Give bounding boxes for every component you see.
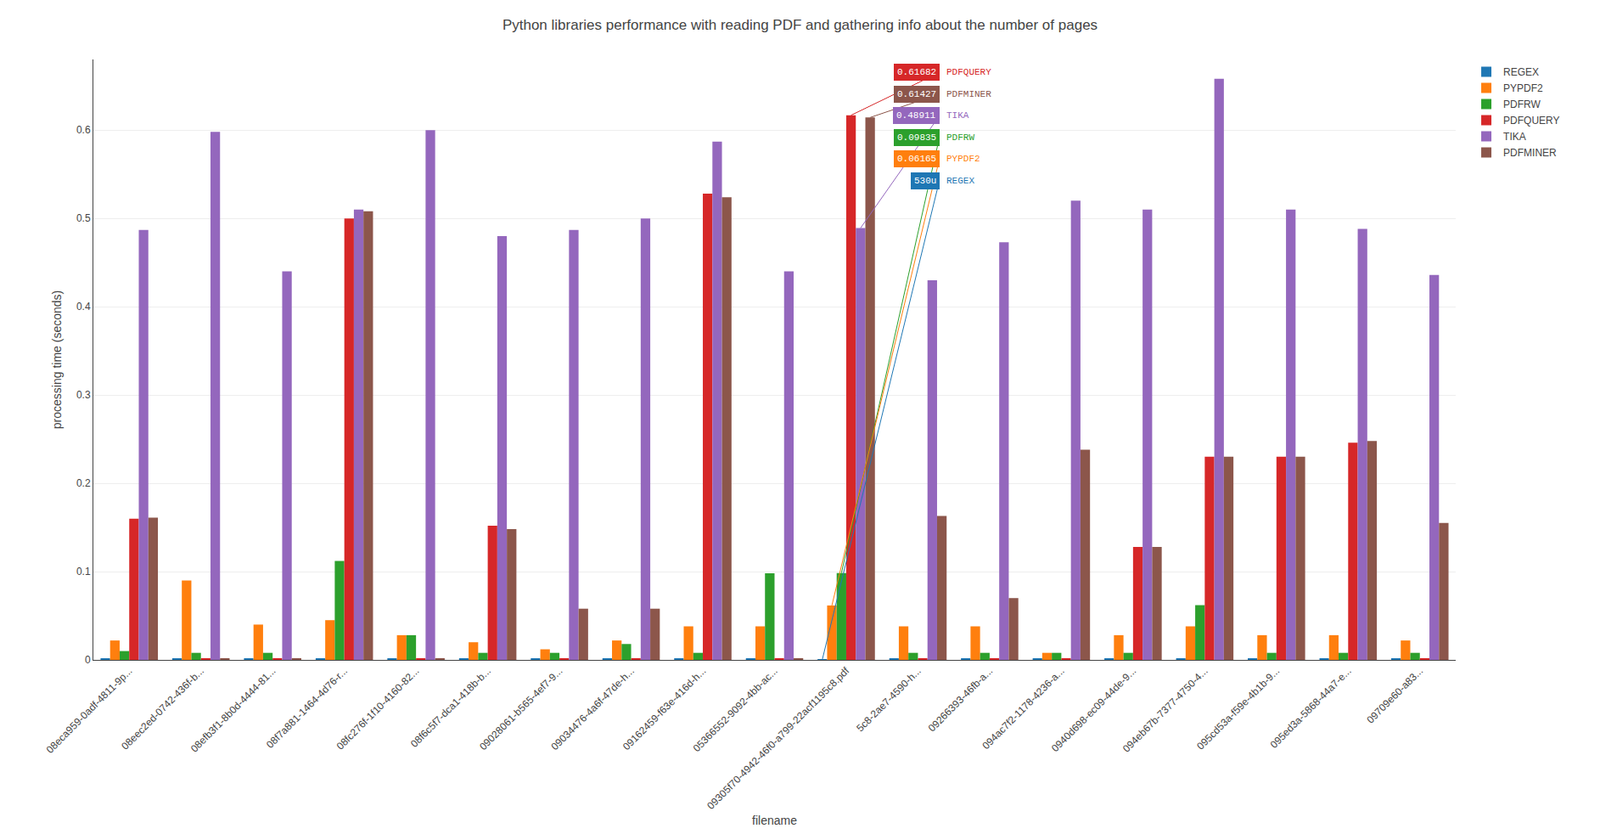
svg-text:095ed3a-5868-44a7-e...: 095ed3a-5868-44a7-e... xyxy=(1268,664,1354,751)
svg-text:TIKA: TIKA xyxy=(1503,130,1527,143)
svg-text:PDFRW: PDFRW xyxy=(1503,98,1541,111)
svg-text:REGEX: REGEX xyxy=(946,175,975,186)
svg-text:09266393-46fb-a...: 09266393-46fb-a... xyxy=(926,664,996,735)
svg-text:08efb3f1-8b0d-4444-81...: 08efb3f1-8b0d-4444-81... xyxy=(188,664,279,755)
svg-text:08eca959-0adf-4811-9p...: 08eca959-0adf-4811-9p... xyxy=(44,664,135,756)
svg-text:0.1: 0.1 xyxy=(76,565,91,578)
svg-text:PYPDF2: PYPDF2 xyxy=(1503,82,1544,95)
svg-text:0: 0 xyxy=(84,653,91,666)
svg-text:05366552-9092-4bb-ac...: 05366552-9092-4bb-ac... xyxy=(690,664,781,754)
svg-text:09709e60-a83...: 09709e60-a83... xyxy=(1364,664,1426,726)
svg-text:processing time (seconds): processing time (seconds) xyxy=(50,290,64,429)
svg-text:095cd53a-f59e-4b1b-9...: 095cd53a-f59e-4b1b-9... xyxy=(1194,664,1282,753)
svg-text:0940d698-ec09-44de-9...: 0940d698-ec09-44de-9... xyxy=(1049,664,1139,754)
svg-text:PDFMINER: PDFMINER xyxy=(1503,146,1557,159)
svg-text:TIKA: TIKA xyxy=(946,110,970,121)
svg-text:0.5: 0.5 xyxy=(76,212,91,225)
svg-text:08f7a881-1464-4d76-r...: 08f7a881-1464-4d76-r... xyxy=(263,664,350,751)
svg-text:PDFMINER: PDFMINER xyxy=(946,89,992,100)
svg-text:0.61427: 0.61427 xyxy=(897,89,937,100)
svg-text:094ac7f2-1178-4236-a...: 094ac7f2-1178-4236-a... xyxy=(980,664,1067,752)
svg-text:0.61682: 0.61682 xyxy=(897,67,937,78)
svg-text:08eec2ed-0742-436f-b...: 08eec2ed-0742-436f-b... xyxy=(118,664,207,753)
svg-text:PYPDF2: PYPDF2 xyxy=(946,153,981,164)
svg-text:5c8-2ae7-4590-h...: 5c8-2ae7-4590-h... xyxy=(853,664,924,735)
svg-text:09028061-b565-4ef7-9...: 09028061-b565-4ef7-9... xyxy=(477,664,565,753)
svg-text:PDFQUERY: PDFQUERY xyxy=(1503,114,1560,127)
svg-text:PDFQUERY: PDFQUERY xyxy=(946,67,992,78)
svg-text:094eb67b-7377-4750-4...: 094eb67b-7377-4750-4... xyxy=(1120,664,1211,755)
svg-text:09305f70-4942-46f0-a799-22acf1: 09305f70-4942-46f0-a799-22acf1195c8.pdf xyxy=(704,663,852,811)
svg-text:REGEX: REGEX xyxy=(1503,66,1539,79)
svg-text:08f6c5f7-dca1-418b-b...: 08f6c5f7-dca1-418b-b... xyxy=(408,664,494,750)
svg-text:0.4: 0.4 xyxy=(76,300,91,313)
svg-text:0.09835: 0.09835 xyxy=(897,132,937,143)
svg-text:09034476-4a6f-47de-h...: 09034476-4a6f-47de-h... xyxy=(549,664,637,753)
svg-text:0.6: 0.6 xyxy=(76,123,91,136)
svg-text:PDFRW: PDFRW xyxy=(946,132,975,143)
svg-text:0.48911: 0.48911 xyxy=(896,110,937,121)
svg-text:filename: filename xyxy=(752,813,798,827)
svg-text:0.3: 0.3 xyxy=(76,388,91,401)
svg-text:0.2: 0.2 xyxy=(76,477,91,489)
svg-text:08fc276f-1f10-4160-82...: 08fc276f-1f10-4160-82... xyxy=(334,664,422,753)
svg-text:Python libraries performance w: Python libraries performance with readin… xyxy=(502,16,1098,34)
svg-text:0.06165: 0.06165 xyxy=(897,153,937,164)
svg-text:530u: 530u xyxy=(914,175,937,186)
svg-text:09162459-f63e-416d-h...: 09162459-f63e-416d-h... xyxy=(620,664,708,753)
